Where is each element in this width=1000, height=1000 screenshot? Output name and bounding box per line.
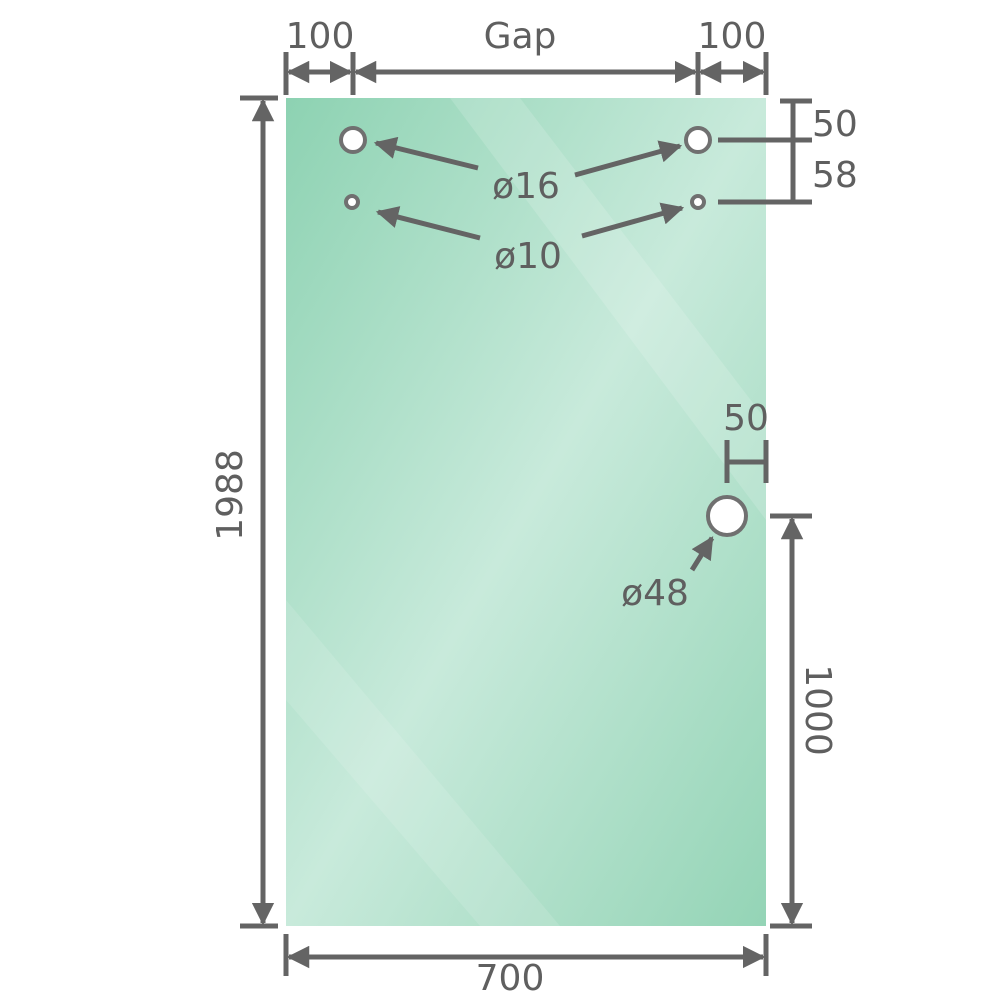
arrow-10-left — [375, 206, 481, 241]
glass-panel — [286, 98, 766, 926]
right-offset-label: 100 — [698, 16, 767, 57]
arrow-10-right — [581, 202, 685, 239]
large-hole-edge-label: 50 — [723, 398, 769, 439]
hole-10-left — [344, 194, 360, 210]
arrow-48 — [689, 536, 715, 572]
hole-10-label: ø10 — [494, 236, 562, 277]
top-dimension-lines — [283, 52, 769, 95]
gap-label: Gap — [484, 16, 557, 57]
width-label: 700 — [476, 958, 545, 999]
left-offset-label: 100 — [286, 16, 355, 57]
arrow-16-left — [373, 136, 479, 171]
arrow-16-right — [574, 140, 683, 178]
hole-48 — [706, 495, 748, 537]
hole-16-left — [339, 126, 367, 154]
width-dimension — [283, 934, 769, 976]
hole-16-label: ø16 — [492, 166, 560, 207]
top-hole-offset-label: 50 — [812, 104, 858, 145]
hole-48-label: ø48 — [621, 573, 689, 614]
hole-10-right — [690, 194, 706, 210]
hole-spacing-label: 58 — [812, 155, 858, 196]
glass-reflection — [450, 98, 766, 520]
glass-reflection — [286, 600, 560, 926]
large-hole-height-dimension — [770, 513, 812, 929]
large-hole-edge-dimension — [724, 440, 769, 483]
height-dimension — [240, 95, 278, 929]
height-label: 1988 — [210, 449, 251, 541]
hole-spacing-dimension — [718, 98, 812, 205]
large-hole-height-label: 1000 — [797, 664, 838, 756]
hole-16-right — [684, 126, 712, 154]
